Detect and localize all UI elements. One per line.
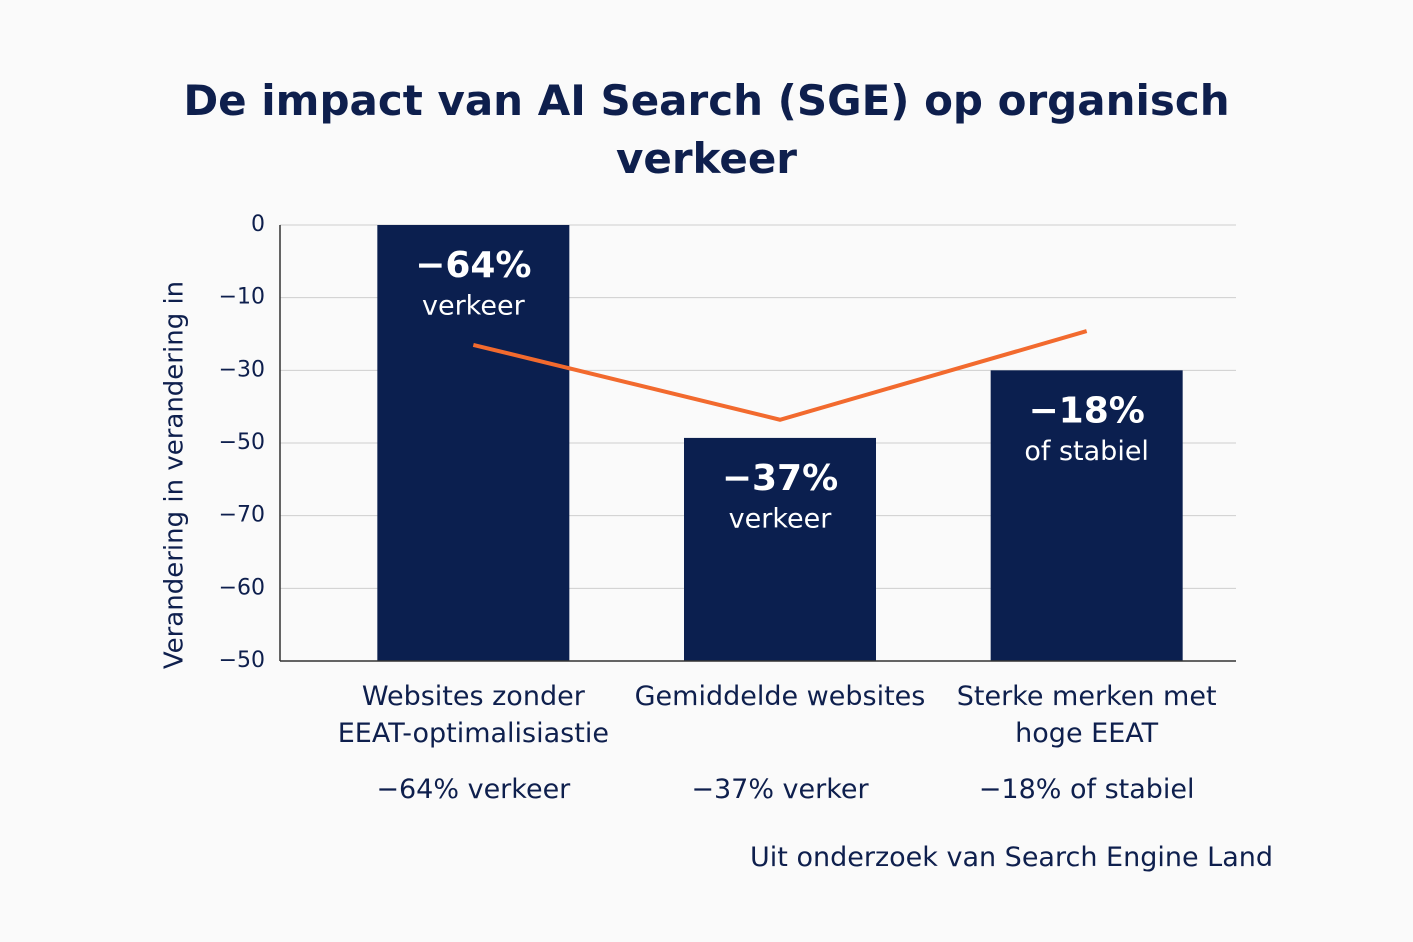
x-tick-label: Gemiddelde websites [634, 681, 926, 712]
x-tick-label: Websites zonder EEAT-optimalisiastie [337, 681, 609, 749]
source: Uit onderzoek van Search Engine Land [750, 842, 1273, 873]
bar [990, 370, 1183, 661]
y-tick-label: 0 [251, 212, 265, 237]
bar [684, 437, 876, 661]
bar-label: of stabiel [1024, 436, 1149, 467]
y-tick-label: −30 [219, 357, 265, 382]
chart-title: De impact van AI Search (SGE) op organis… [183, 76, 1230, 183]
y-tick-label: −50 [219, 648, 265, 673]
bar-label: verkeer [729, 503, 833, 534]
bar-label: verkeer [422, 291, 526, 322]
bar-label: −64% [415, 245, 531, 286]
category-note: −64% verkeer [376, 774, 571, 805]
category-note: −37% verker [691, 774, 869, 805]
y-tick-label: −60 [219, 575, 265, 600]
category-note: −18% of stabiel [978, 774, 1195, 805]
y-axis-label: Verandering in verandering in [160, 281, 190, 669]
y-tick-label: −50 [219, 430, 265, 455]
y-tick-label: −10 [219, 285, 265, 310]
y-tick-label: −70 [219, 503, 265, 528]
trend-line [472, 329, 1088, 422]
bar-label: −18% [1028, 390, 1144, 431]
bar [377, 225, 570, 661]
bar-label: −37% [722, 458, 838, 499]
x-tick-label: Sterke merken met hoge EEAT [956, 681, 1217, 749]
